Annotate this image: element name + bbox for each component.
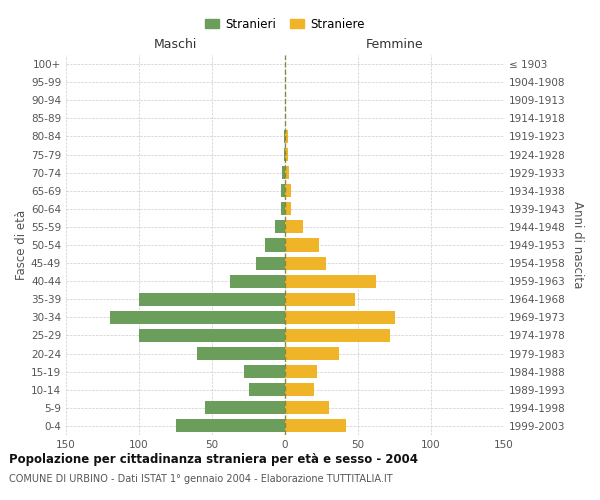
Bar: [285, 420, 346, 432]
Bar: [230, 274, 285, 287]
Bar: [285, 365, 317, 378]
Bar: [285, 402, 329, 414]
Text: Femmine: Femmine: [365, 38, 424, 52]
Bar: [275, 220, 285, 234]
Bar: [285, 347, 339, 360]
Bar: [285, 329, 390, 342]
Bar: [285, 238, 319, 252]
Legend: Stranieri, Straniere: Stranieri, Straniere: [203, 16, 367, 33]
Bar: [284, 148, 285, 161]
Bar: [285, 311, 395, 324]
Text: Popolazione per cittadinanza straniera per età e sesso - 2004: Popolazione per cittadinanza straniera p…: [9, 452, 418, 466]
Bar: [110, 311, 285, 324]
Bar: [282, 166, 285, 179]
Bar: [285, 383, 314, 396]
Y-axis label: Anni di nascita: Anni di nascita: [571, 202, 584, 288]
Bar: [284, 130, 285, 143]
Bar: [176, 420, 285, 432]
Bar: [285, 148, 288, 161]
Bar: [139, 329, 285, 342]
Bar: [256, 256, 285, 270]
Bar: [265, 238, 285, 252]
Bar: [285, 220, 302, 234]
Bar: [285, 202, 291, 215]
Bar: [285, 130, 288, 143]
Bar: [281, 184, 285, 197]
Text: COMUNE DI URBINO - Dati ISTAT 1° gennaio 2004 - Elaborazione TUTTITALIA.IT: COMUNE DI URBINO - Dati ISTAT 1° gennaio…: [9, 474, 392, 484]
Bar: [248, 383, 285, 396]
Y-axis label: Fasce di età: Fasce di età: [15, 210, 28, 280]
Bar: [285, 184, 291, 197]
Bar: [244, 365, 285, 378]
Bar: [285, 274, 376, 287]
Bar: [197, 347, 285, 360]
Bar: [139, 293, 285, 306]
Bar: [281, 202, 285, 215]
Text: Maschi: Maschi: [154, 38, 197, 52]
Bar: [285, 166, 289, 179]
Bar: [285, 256, 326, 270]
Bar: [205, 402, 285, 414]
Bar: [285, 293, 355, 306]
